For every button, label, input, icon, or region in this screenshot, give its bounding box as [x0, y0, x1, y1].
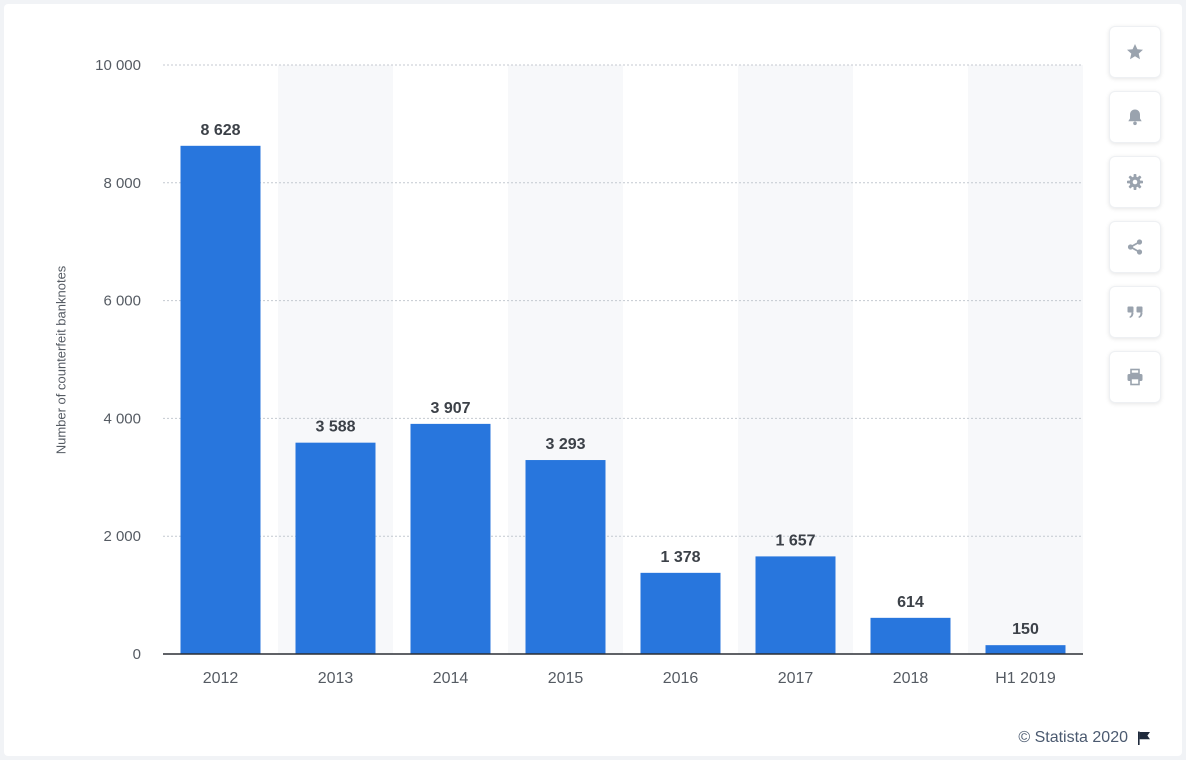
footer: © Statista 2020	[1018, 729, 1152, 747]
bar[interactable]	[755, 556, 836, 654]
background-band	[968, 65, 1083, 654]
x-tick-label: 2018	[893, 670, 929, 687]
background-band	[738, 65, 853, 654]
print-button[interactable]	[1109, 351, 1161, 403]
value-label: 1 378	[660, 549, 700, 566]
value-label: 3 588	[315, 419, 355, 436]
bar[interactable]	[295, 442, 376, 654]
x-tick-label: 2017	[778, 670, 814, 687]
cite-button[interactable]	[1109, 286, 1161, 338]
x-tick-label: 2014	[433, 670, 469, 687]
favorite-button[interactable]	[1109, 26, 1161, 78]
gear-icon	[1127, 174, 1143, 190]
y-axis-ticks: 0 2 000 4 000 6 000 8 000 10 000	[95, 57, 141, 663]
x-tick-label: 2016	[663, 670, 699, 687]
bars	[180, 145, 1066, 655]
value-label: 8 628	[200, 122, 240, 139]
source-credit[interactable]: © Statista 2020	[1018, 729, 1128, 746]
value-label: 3 907	[430, 400, 470, 417]
bar[interactable]	[985, 645, 1066, 654]
x-tick-label: 2013	[318, 670, 354, 687]
flag-icon[interactable]	[1136, 730, 1152, 746]
notification-button[interactable]	[1109, 91, 1161, 143]
y-tick-label: 10 000	[95, 57, 141, 74]
x-axis-ticks: 2012 2013 2014 2015 2016 2017 2018 H1 2019	[203, 670, 1056, 687]
value-label: 614	[897, 594, 924, 611]
value-labels: 8 628 3 588 3 907 3 293 1 378 1 657 614 150	[200, 122, 1038, 638]
y-tick-label: 4 000	[103, 410, 141, 427]
value-label: 150	[1012, 621, 1039, 638]
bell-icon	[1128, 109, 1142, 126]
x-tick-label: H1 2019	[995, 670, 1056, 687]
value-label: 3 293	[545, 436, 585, 453]
star-icon	[1127, 44, 1143, 60]
bar[interactable]	[180, 145, 261, 655]
x-tick-label: 2015	[548, 670, 584, 687]
bar[interactable]	[870, 617, 951, 654]
x-tick-label: 2012	[203, 670, 239, 687]
value-label: 1 657	[775, 532, 815, 549]
y-axis-title: Number of counterfeit banknotes	[53, 265, 69, 455]
bar[interactable]	[640, 572, 721, 654]
y-tick-label: 6 000	[103, 293, 141, 310]
bar[interactable]	[410, 423, 491, 654]
y-tick-label: 0	[133, 646, 141, 663]
share-button[interactable]	[1109, 221, 1161, 273]
y-tick-label: 2 000	[103, 528, 141, 545]
chart-toolbar	[1109, 26, 1161, 416]
share-icon	[1127, 239, 1143, 255]
y-tick-label: 8 000	[103, 175, 141, 192]
print-icon	[1127, 368, 1143, 386]
settings-button[interactable]	[1109, 156, 1161, 208]
background-bands	[278, 65, 1083, 654]
quote-icon	[1127, 306, 1143, 318]
bar[interactable]	[525, 460, 606, 654]
